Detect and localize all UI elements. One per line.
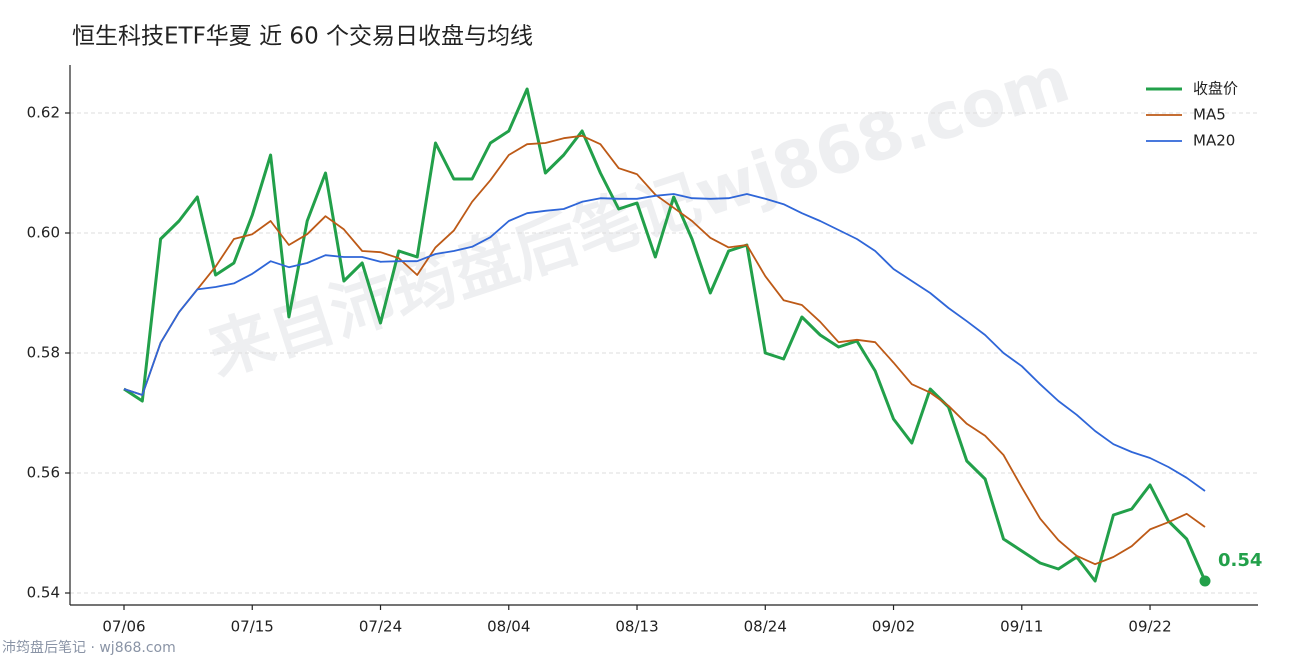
legend-label: 收盘价 [1193,80,1238,98]
x-tick-label: 09/11 [1000,618,1043,636]
chart-title: 恒生科技ETF华夏 近 60 个交易日收盘与均线 [72,24,533,50]
value-label: 0.54 [1218,550,1262,571]
line-series [123,193,1206,492]
x-tick-label: 09/22 [1128,618,1171,636]
footer: 沛筠盘后笔记 · wj868.com [2,639,176,656]
end-point [1199,575,1211,587]
line-series [123,134,1206,566]
y-tick-label: 0.60 [27,224,60,242]
y-tick-label: 0.58 [27,344,60,362]
x-tick-label: 08/13 [615,618,658,636]
y-tick-label: 0.54 [27,584,60,602]
legend-label: MA20 [1193,132,1235,150]
y-tick-label: 0.56 [27,464,60,482]
x-tick-label: 07/06 [102,618,145,636]
x-tick-label: 07/15 [231,618,274,636]
x-tick-label: 08/24 [744,618,787,636]
x-tick-label: 09/02 [872,618,915,636]
legend-label: MA5 [1193,106,1226,124]
x-tick-label: 08/04 [487,618,530,636]
y-tick-label: 0.62 [27,104,60,122]
x-tick-label: 07/24 [359,618,402,636]
